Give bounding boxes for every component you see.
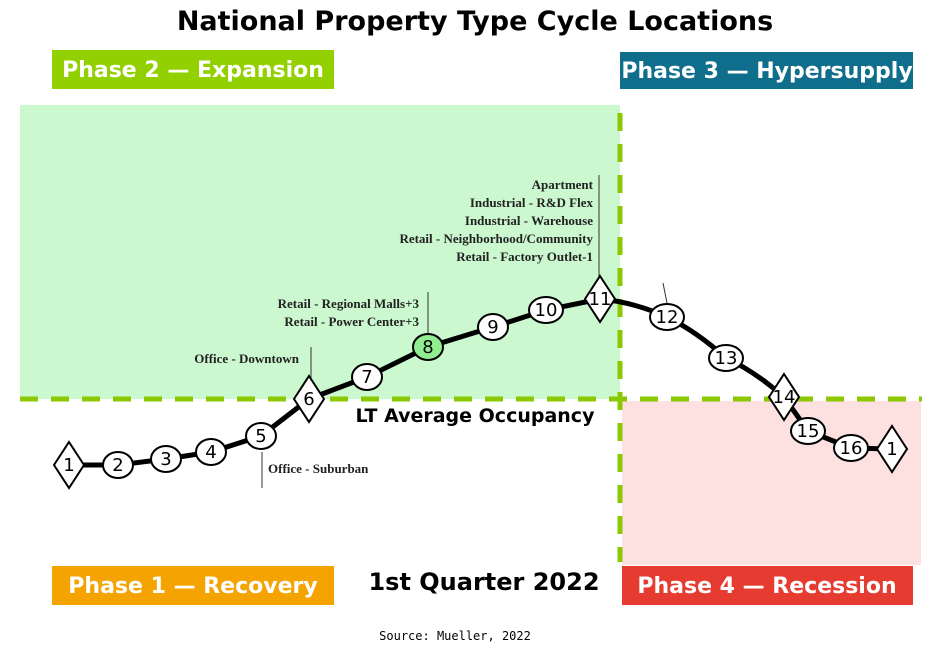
phase3-label: Phase 3 — Hypersupply [621, 59, 912, 84]
phase4-box: Phase 4 — Recession [622, 566, 913, 605]
annotation-office-suburban: Office - Suburban [268, 461, 369, 476]
cycle-point-14: 14 [767, 372, 801, 422]
phase1-label: Phase 1 — Recovery [68, 574, 317, 599]
diamond-marker [767, 372, 801, 422]
cycle-point-1: 1 [52, 440, 86, 490]
cycle-point-number: 15 [797, 421, 820, 442]
annotation-apartment: Apartment [532, 177, 594, 192]
circle-marker [833, 434, 869, 462]
annotation-rd-flex: Industrial - R&D Flex [470, 195, 594, 210]
annotation-neighborhood: Retail - Neighborhood/Community [399, 231, 593, 246]
occupancy-label: LT Average Occupancy [356, 405, 596, 427]
phase2-box: Phase 2 — Expansion [52, 50, 334, 89]
diamond-marker [52, 440, 86, 490]
phase1-box: Phase 1 — Recovery [52, 566, 334, 605]
circle-marker [195, 438, 227, 466]
circle-marker [150, 445, 182, 473]
annotation-warehouse: Industrial - Warehouse [465, 213, 593, 228]
cycle-point-number: 1 [886, 439, 897, 460]
cycle-point-number: 2 [112, 455, 123, 476]
cycle-point-number: 11 [589, 289, 612, 310]
quarter-label: 1st Quarter 2022 [368, 568, 599, 596]
circle-marker [102, 451, 134, 479]
cycle-point-number: 10 [535, 300, 558, 321]
source-note: Source: Mueller, 2022 [379, 629, 531, 643]
phase4-label: Phase 4 — Recession [637, 574, 896, 599]
leader-lines [261, 175, 668, 488]
cycle-point-number: 3 [160, 449, 171, 470]
cycle-point-number: 5 [255, 426, 266, 447]
cycle-point-number: 8 [422, 337, 433, 358]
cycle-point-13: 13 [708, 344, 744, 372]
cycle-point-1: 1 [875, 424, 909, 474]
page-title: National Property Type Cycle Locations [177, 6, 773, 37]
cycle-point-12: 12 [649, 303, 685, 331]
cycle-point-9: 9 [477, 313, 509, 341]
cycle-point-10: 10 [528, 296, 564, 324]
cycle-point-15: 15 [790, 417, 826, 445]
annotation-office-downtown: Office - Downtown [194, 351, 299, 366]
cycle-point-11: 11 [583, 274, 617, 324]
circle-marker [790, 417, 826, 445]
cycle-point-number: 13 [715, 348, 738, 369]
cycle-point-number: 7 [361, 367, 372, 388]
cycle-point-number: 1 [63, 455, 74, 476]
circle-marker [245, 422, 277, 450]
cycle-point-4: 4 [195, 438, 227, 466]
circle-marker [528, 296, 564, 324]
annotation-power-center: Retail - Power Center+3 [284, 314, 419, 329]
cycle-point-number: 4 [205, 442, 216, 463]
cycle-point-6: 6 [292, 374, 326, 424]
cycle-point-8: 8 [412, 333, 444, 361]
cycle-point-number: 6 [303, 389, 314, 410]
circle-marker [412, 333, 444, 361]
cycle-point-number: 9 [487, 317, 498, 338]
circle-marker [477, 313, 509, 341]
leader-line-12 [662, 282, 668, 304]
cycle-point-number: 16 [840, 438, 863, 459]
diamond-marker [583, 274, 617, 324]
circle-marker [351, 363, 383, 391]
cycle-point-number: 14 [773, 387, 796, 408]
expansion-zone [20, 105, 620, 399]
annotation-factory-outlet: Retail - Factory Outlet-1 [456, 249, 593, 264]
circle-marker [708, 344, 744, 372]
cycle-point-7: 7 [351, 363, 383, 391]
phase3-box: Phase 3 — Hypersupply [620, 52, 913, 89]
phase2-label: Phase 2 — Expansion [62, 58, 324, 83]
cycle-point-2: 2 [102, 451, 134, 479]
recession-zone [622, 401, 921, 565]
circle-marker [649, 303, 685, 331]
diamond-marker [292, 374, 326, 424]
cycle-point-5: 5 [245, 422, 277, 450]
cycle-point-16: 16 [833, 434, 869, 462]
annotation-regional-malls: Retail - Regional Malls+3 [278, 296, 420, 311]
diamond-marker [875, 424, 909, 474]
cycle-point-number: 12 [656, 307, 679, 328]
cycle-point-3: 3 [150, 445, 182, 473]
